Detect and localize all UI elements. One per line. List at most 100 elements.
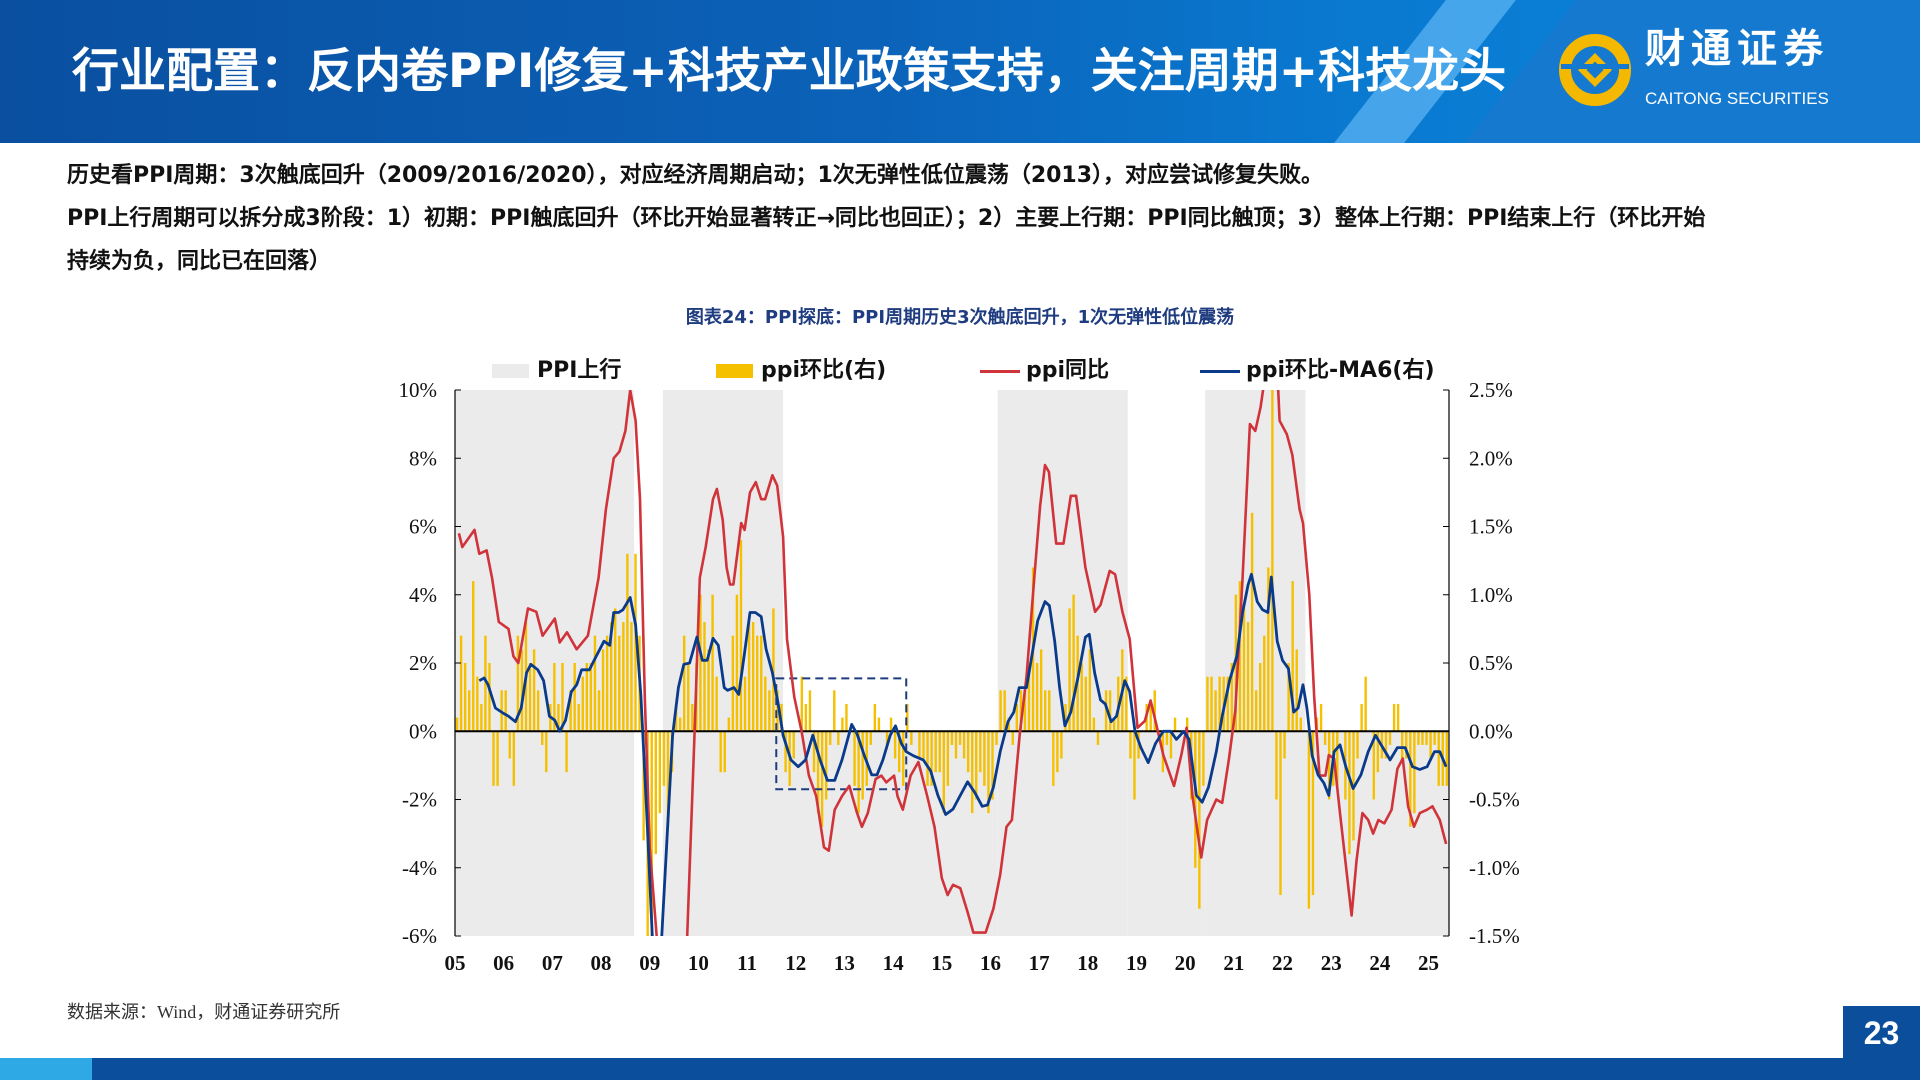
left-tick-label: 0% xyxy=(409,719,437,743)
mom-bar xyxy=(1185,717,1189,732)
mom-bar xyxy=(1173,717,1177,732)
ppi-yoy-line xyxy=(457,390,1448,936)
mom-bar xyxy=(958,731,962,745)
axes-layer: 10% 8% 6% 4% 2% 0% -2% -4% -6% 2.5% 2.0% 1.5% 1.0% 0.… xyxy=(399,378,1520,975)
mom-bar xyxy=(1271,390,1274,732)
mom-bar xyxy=(1336,731,1339,786)
mom-bar xyxy=(1267,567,1270,732)
mom-bar xyxy=(995,731,998,745)
mom-bar xyxy=(541,731,544,745)
mom-bar xyxy=(1088,649,1092,732)
right-tick-label: -1.0% xyxy=(1469,856,1520,880)
mom-bar xyxy=(942,731,946,814)
mom-bar xyxy=(764,676,767,732)
mom-bar xyxy=(1206,676,1209,732)
mom-bar xyxy=(1295,649,1298,732)
mom-bar xyxy=(1409,731,1412,827)
mom-bar xyxy=(804,703,808,732)
mom-bar xyxy=(1068,608,1071,732)
mom-bar xyxy=(545,731,548,773)
mom-bar xyxy=(1019,690,1023,732)
mom-bar xyxy=(573,663,576,732)
mom-bar xyxy=(536,690,540,732)
mom-bar xyxy=(727,717,731,732)
mom-bar xyxy=(565,731,568,773)
mom-bar xyxy=(1376,731,1380,773)
left-tick-label: 2% xyxy=(409,651,437,675)
mom-bar xyxy=(889,717,893,732)
mom-bar xyxy=(910,731,913,745)
page-number: 23 xyxy=(1843,1006,1920,1060)
mom-bar xyxy=(1194,731,1197,868)
mom-bar xyxy=(1250,512,1254,732)
mom-bar xyxy=(1445,731,1449,786)
mom-bar xyxy=(682,635,686,732)
mom-bar xyxy=(751,622,755,732)
mom-bar xyxy=(577,703,580,732)
mom-bar xyxy=(1015,703,1019,732)
mom-bar xyxy=(877,717,881,732)
legend-swatch-blue xyxy=(1200,369,1240,373)
mom-bar xyxy=(1254,690,1258,732)
mom-bar xyxy=(1323,731,1327,745)
mom-bar xyxy=(824,731,828,800)
mom-bar xyxy=(1400,731,1404,759)
left-tick-label: -6% xyxy=(402,924,437,948)
right-tick-label: -1.5% xyxy=(1469,924,1520,948)
mom-bar xyxy=(946,731,950,786)
mom-bar xyxy=(459,635,463,732)
x-tick-label: 08 xyxy=(591,951,612,975)
mom-bar xyxy=(553,663,556,732)
mom-bar xyxy=(1125,676,1128,732)
mom-bar xyxy=(715,676,718,732)
x-tick-label: 12 xyxy=(785,951,806,975)
mom-bar xyxy=(1056,731,1059,773)
mom-bar xyxy=(1064,703,1067,732)
mom-bar xyxy=(1384,731,1388,759)
mom-bar xyxy=(1096,731,1100,745)
legend-label: ppi环比(右) xyxy=(761,358,887,383)
mom-bar xyxy=(703,622,706,732)
mom-bar xyxy=(520,649,524,732)
mom-bar xyxy=(776,690,779,732)
mom-bar xyxy=(492,731,495,786)
mom-bar xyxy=(1198,731,1201,909)
mom-bar xyxy=(711,594,714,732)
mom-bar xyxy=(585,663,589,732)
mom-bar xyxy=(678,717,682,732)
mom-bar xyxy=(1218,676,1221,732)
mom-bar xyxy=(1396,703,1400,732)
right-tick-label: 0.0% xyxy=(1469,719,1513,743)
mom-bar xyxy=(1291,581,1294,732)
mom-bar xyxy=(1242,608,1246,732)
mom-bar xyxy=(476,676,479,732)
mom-bar xyxy=(723,731,726,773)
mom-bar xyxy=(605,635,609,732)
mom-bar xyxy=(837,731,840,745)
mom-bar xyxy=(561,663,564,732)
x-tick-label: 11 xyxy=(737,951,757,975)
mom-bar xyxy=(581,676,584,732)
mom-bar xyxy=(902,731,905,786)
mom-bar xyxy=(772,608,775,732)
mom-bar xyxy=(950,731,954,745)
mom-bar xyxy=(626,553,629,732)
mom-bar xyxy=(926,731,929,786)
mom-bar xyxy=(504,690,507,732)
mom-bar xyxy=(999,690,1002,732)
logo-chinese-name: 财通证券 xyxy=(1645,26,1829,72)
mom-bar xyxy=(918,731,921,759)
mom-bar xyxy=(1039,649,1043,732)
legend-ppi-yoy: ppi同比 xyxy=(980,356,1109,386)
mom-bar xyxy=(857,731,860,814)
mom-bar xyxy=(800,676,804,732)
legend-swatch-yellow xyxy=(716,364,753,378)
shading-layer xyxy=(455,390,1449,936)
mom-bar xyxy=(1429,731,1432,759)
mom-bar xyxy=(650,731,653,936)
mom-bar xyxy=(760,635,763,732)
mom-bar xyxy=(654,731,657,855)
mom-bar xyxy=(873,703,877,732)
footer-bar-accent xyxy=(0,1058,92,1080)
